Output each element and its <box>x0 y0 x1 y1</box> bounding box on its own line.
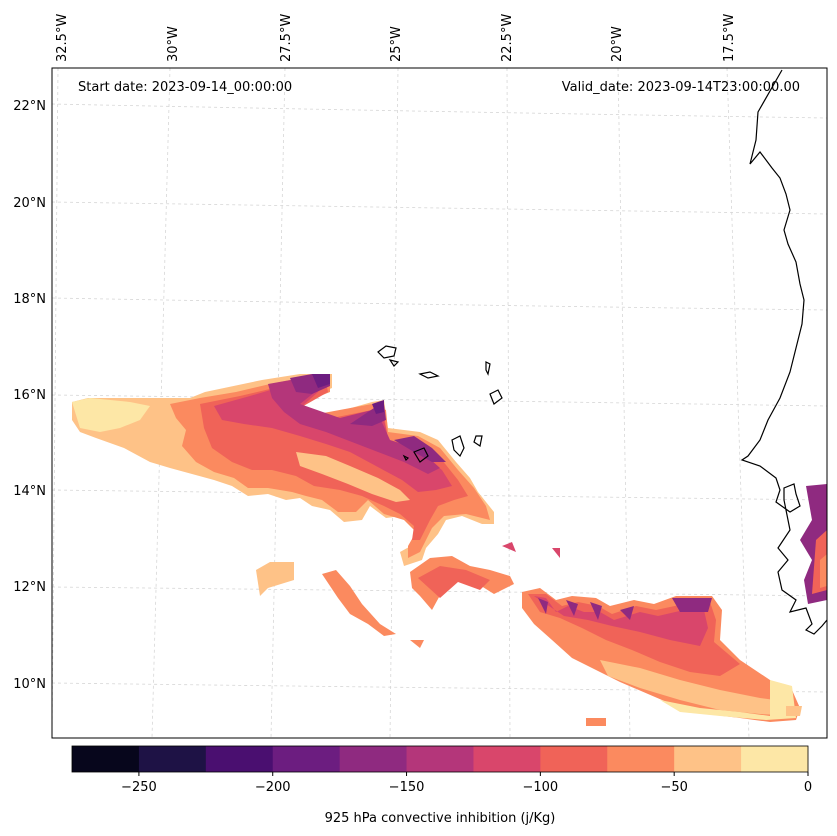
colorbar-tick-label: −100 <box>523 780 559 795</box>
latitude-labels: 22°N 20°N 18°N 16°N 14°N 12°N 10°N <box>13 99 46 692</box>
cin-fragment-1 <box>502 542 516 552</box>
colorbar-swatch <box>473 746 541 772</box>
lon-label: 32.5°W <box>55 14 70 62</box>
cape-verde-santo-antao <box>377 345 397 359</box>
lat-label: 10°N <box>13 677 46 692</box>
cin-small-patch <box>586 718 606 726</box>
cape-verde-maio <box>473 435 483 447</box>
cin-patch-a <box>256 562 294 596</box>
cin-se-rose <box>534 596 708 646</box>
colorbar-swatch <box>540 746 608 772</box>
cin-small-patch-2 <box>786 706 802 716</box>
cin-patch-b <box>322 570 396 636</box>
cape-verde-santiago <box>451 435 465 458</box>
graticule <box>51 67 828 739</box>
colorbar-tick-label: −250 <box>121 780 157 795</box>
colorbar-tick-label: −50 <box>660 780 687 795</box>
cin-contours <box>72 374 827 726</box>
map-frame <box>51 67 828 739</box>
lon-label: 30°W <box>166 26 181 62</box>
cape-verde-sao-vicente <box>388 359 400 367</box>
cin-band-purple <box>290 374 446 462</box>
colorbar <box>72 746 809 772</box>
africa-coastline <box>740 69 828 635</box>
lon-label: 25°W <box>389 26 404 62</box>
lat-label: 14°N <box>13 484 46 499</box>
cin-westtip <box>72 398 150 432</box>
colorbar-frame <box>71 745 809 773</box>
colorbar-swatch <box>205 746 274 772</box>
lon-label: 20°W <box>610 26 625 62</box>
cin-se-light <box>600 660 794 716</box>
lon-label: 27.5°W <box>279 14 294 62</box>
colorbar-label: 925 hPa convective inhibition (j/Kg) <box>325 811 556 826</box>
cin-fragment-2 <box>552 548 560 558</box>
cape-verde-sal <box>485 361 491 376</box>
colorbar-swatch <box>272 746 341 772</box>
colorbar-swatch <box>741 746 809 772</box>
colorbar-swatch <box>607 746 675 772</box>
coastlines <box>377 69 828 635</box>
lon-label: 22.5°W <box>500 14 515 62</box>
colorbar-swatch <box>406 746 474 772</box>
cin-se-purple <box>538 598 712 620</box>
colorbar-tick-label: −150 <box>389 780 425 795</box>
valid-date-label: Valid_date: 2023-09-14T23:00:00.00 <box>562 80 800 95</box>
colorbar-tick-label: −200 <box>255 780 291 795</box>
colorbar-swatch <box>138 746 207 772</box>
cin-band-magenta <box>268 378 440 474</box>
cape-verde-boa-vista <box>489 389 503 405</box>
lat-label: 20°N <box>13 196 46 211</box>
colorbar-ticks: −250 −200 −150 −100 −50 0 <box>121 772 812 795</box>
cin-coast-patch-light <box>820 554 827 588</box>
cin-inner-light <box>296 452 410 502</box>
cape-verde-sao-nicolau <box>418 371 440 379</box>
colorbar-tick-label: 0 <box>804 780 812 795</box>
colorbar-swatch <box>72 746 140 772</box>
colorbar-swatch <box>339 746 408 772</box>
lat-label: 12°N <box>13 580 46 595</box>
lat-label: 16°N <box>13 388 46 403</box>
start-date-label: Start date: 2023-09-14_00:00:00 <box>78 80 292 95</box>
colorbar-swatch <box>674 746 742 772</box>
cin-band-rose <box>214 382 452 492</box>
cape-verde-brava <box>402 454 410 462</box>
longitude-labels: 32.5°W 30°W 27.5°W 25°W 22.5°W 20°W 17.5… <box>55 14 737 62</box>
cin-patch-d <box>418 566 490 598</box>
lon-label: 17.5°W <box>722 14 737 62</box>
cin-band-dark <box>312 374 384 414</box>
cin-se-yellow <box>660 680 796 720</box>
cape-verde-fogo <box>413 447 429 463</box>
lat-label: 22°N <box>13 99 46 114</box>
lat-label: 18°N <box>13 292 46 307</box>
cin-fragment-3 <box>410 640 424 648</box>
